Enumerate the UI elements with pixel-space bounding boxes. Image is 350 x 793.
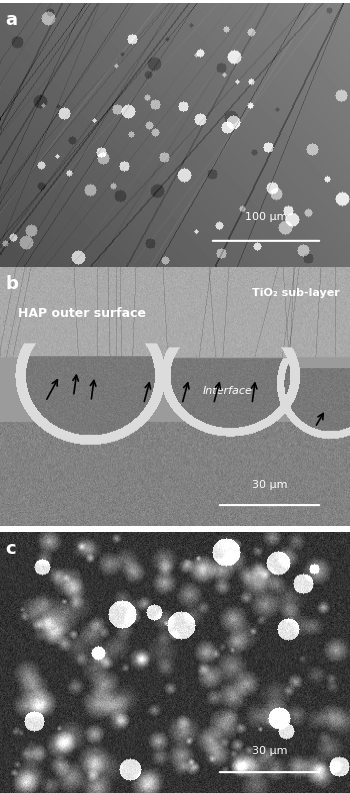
Text: b: b: [5, 275, 18, 293]
Text: c: c: [5, 540, 16, 558]
Text: 30 μm: 30 μm: [252, 480, 287, 489]
Text: 100 μm: 100 μm: [245, 213, 287, 222]
Text: HAP outer surface: HAP outer surface: [18, 307, 146, 320]
Text: TiO₂ sub-layer: TiO₂ sub-layer: [252, 288, 340, 298]
Text: Interface: Interface: [203, 386, 253, 396]
Text: a: a: [5, 11, 17, 29]
Text: 30 μm: 30 μm: [252, 746, 287, 757]
